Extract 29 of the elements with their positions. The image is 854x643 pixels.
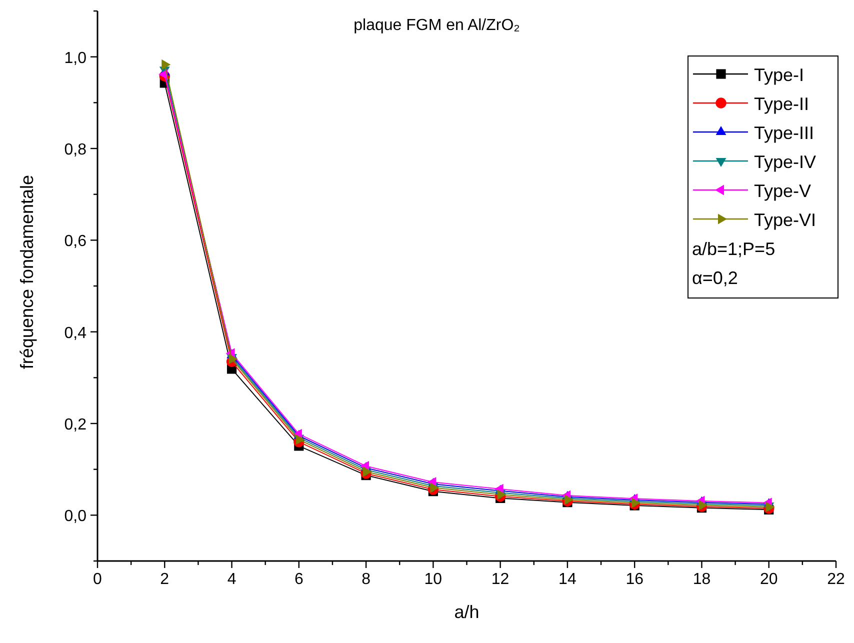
y-tick-label: 0,6 [64,233,87,250]
y-tick-label: 0,0 [64,508,87,526]
x-tick-label: 22 [827,571,845,588]
x-tick-label: 6 [294,571,304,588]
x-tick-label: 4 [227,571,236,588]
y-tick-label: 0,4 [64,324,87,342]
legend-label: Type-III [754,123,814,143]
x-tick-label: 10 [424,571,442,588]
chart-title: plaque FGM en Al/ZrO₂ [354,17,520,34]
x-tick-label: 2 [160,571,170,588]
legend-label: Type-I [754,65,804,85]
annotation: a/b=1;P=5 [692,239,776,259]
x-axis-title: a/h [454,602,480,622]
legend-label: Type-IV [754,152,816,172]
annotation: α=0,2 [692,268,738,288]
y-tick-label: 0,8 [64,142,87,158]
x-tick-label: 12 [491,571,510,588]
y-axis-title: fréquence fondamentale [17,174,37,370]
x-tick-label: 20 [760,571,778,588]
legend-label: Type-II [754,94,810,114]
x-tick-label: 0 [93,571,102,588]
x-tick-label: 8 [362,571,371,588]
legend-label: Type-V [754,181,812,201]
y-tick-label: 0,2 [64,416,87,434]
x-tick-label: 14 [558,571,576,588]
x-tick-label: 18 [692,571,711,588]
x-tick-label: 16 [626,571,644,588]
legend-label: Type-VI [754,210,816,230]
y-tick-label: 1,0 [64,50,87,67]
